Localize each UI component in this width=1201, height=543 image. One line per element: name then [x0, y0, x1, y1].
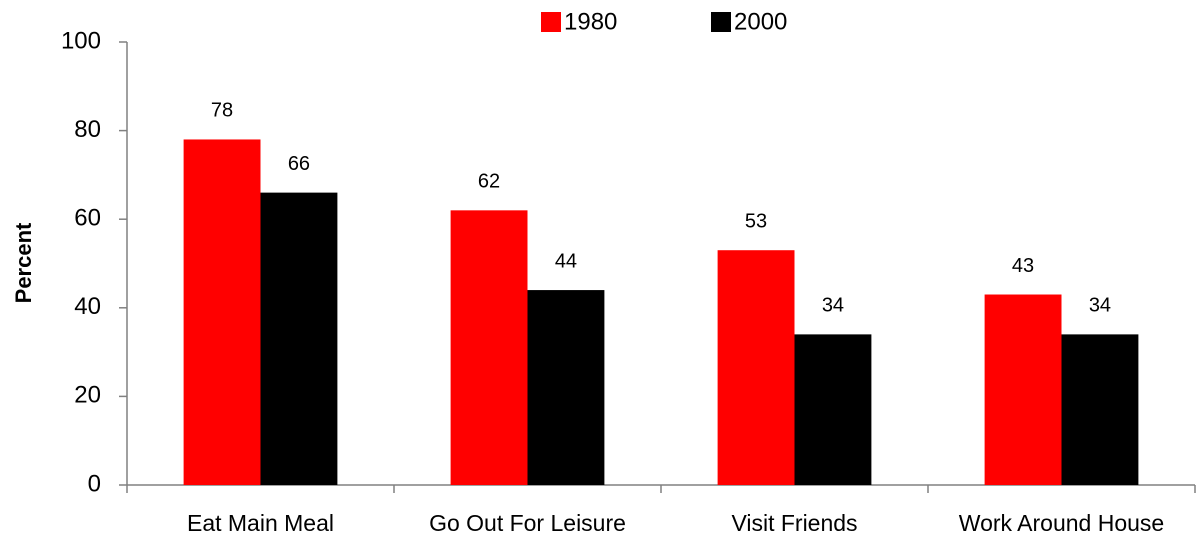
x-tick-label: Eat Main Meal	[187, 510, 334, 536]
data-label: 44	[555, 250, 577, 272]
y-tick-label: 80	[74, 116, 101, 143]
x-tick-label: Visit Friends	[731, 510, 857, 536]
legend-swatch	[541, 12, 561, 32]
bar	[527, 290, 605, 485]
legend-swatch	[711, 12, 731, 32]
bar	[794, 334, 872, 485]
x-tick-label: Go Out For Leisure	[429, 510, 626, 536]
y-tick-label: 100	[61, 27, 101, 54]
data-label: 66	[288, 153, 310, 175]
y-tick-label: 40	[74, 293, 101, 320]
legend-label: 2000	[734, 8, 787, 35]
y-tick-label: 20	[74, 382, 101, 409]
data-label: 53	[745, 210, 767, 232]
bar	[1061, 334, 1139, 485]
bar	[984, 294, 1062, 485]
data-label: 78	[211, 100, 233, 122]
legend-label: 1980	[564, 8, 617, 35]
bar	[450, 210, 528, 485]
data-label: 34	[822, 295, 844, 317]
bar	[717, 250, 795, 485]
bar	[183, 139, 261, 485]
y-tick-label: 0	[88, 470, 101, 497]
data-label: 62	[478, 171, 500, 193]
data-label: 43	[1012, 255, 1034, 277]
x-tick-label: Work Around House	[959, 510, 1164, 536]
data-label: 34	[1089, 295, 1111, 317]
y-axis-label: Percent	[11, 222, 36, 303]
bar	[260, 192, 338, 485]
y-tick-label: 60	[74, 205, 101, 232]
